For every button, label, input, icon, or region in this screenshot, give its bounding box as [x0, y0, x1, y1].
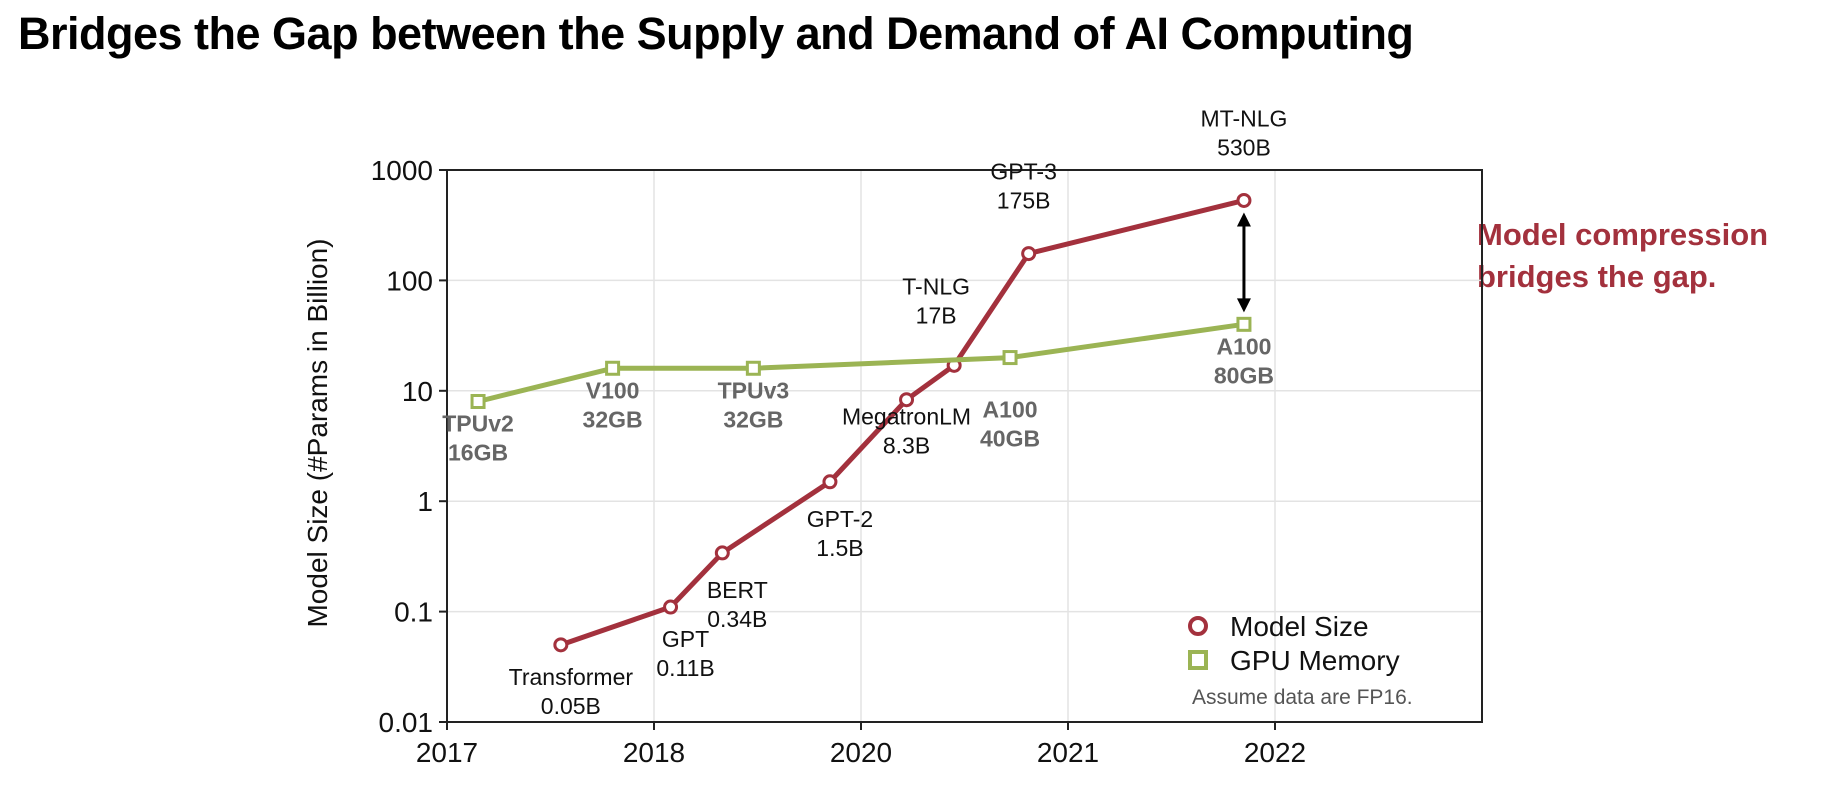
- point-label: T-NLG: [902, 273, 970, 299]
- point-label: BERT: [707, 577, 768, 603]
- plot-frame: [446, 169, 1483, 723]
- callout-line-2: bridges the gap.: [1477, 259, 1717, 294]
- model-size-point: [899, 392, 915, 408]
- x-tick-label: 2020: [830, 737, 892, 768]
- x-tick-label: 2018: [623, 737, 685, 768]
- point-label: 16GB: [448, 439, 508, 465]
- legend-marker-gpu-memory: [1188, 650, 1208, 670]
- y-tick-label: 0.1: [394, 597, 433, 628]
- point-label: 32GB: [723, 406, 783, 432]
- slide-title: Bridges the Gap between the Supply and D…: [18, 8, 1414, 59]
- point-label: 32GB: [583, 406, 643, 432]
- point-label: 40GB: [980, 426, 1040, 452]
- model-size-point: [822, 474, 838, 490]
- axis-ticks: 0.01 0.1 1 10 100 1000 2017 2018 2020 2021 2022: [371, 155, 1306, 768]
- model-size-point: [1021, 246, 1037, 262]
- point-label: V100: [586, 377, 640, 403]
- grid-lines: [447, 170, 1482, 722]
- point-label: 8.3B: [883, 433, 930, 459]
- point-label: 80GB: [1214, 362, 1274, 388]
- series-line-model-size: [560, 198, 1245, 648]
- model-size-point: [1236, 192, 1252, 208]
- point-label: 17B: [916, 302, 957, 328]
- gpu-memory-point: [1236, 316, 1252, 332]
- point-label: GPT-3: [990, 159, 1056, 185]
- point-label: 0.34B: [707, 606, 767, 632]
- point-label: GPT-2: [807, 506, 873, 532]
- y-tick-label: 10: [402, 376, 433, 407]
- model-size-point: [663, 599, 679, 615]
- point-label: TPUv2: [442, 410, 514, 436]
- point-label: GPT: [662, 626, 709, 652]
- point-label: Transformer: [509, 664, 634, 690]
- point-label: 0.11B: [656, 655, 714, 681]
- point-label: TPUv3: [718, 377, 790, 403]
- series-group: [470, 192, 1252, 653]
- legend-label-gpu-memory: GPU Memory: [1230, 645, 1400, 676]
- callout-line-1: Model compression: [1477, 217, 1769, 252]
- gap-arrow: [1236, 212, 1251, 313]
- point-label: MegatronLM: [842, 404, 971, 430]
- point-label: A100: [1216, 333, 1271, 359]
- gpu-memory-point: [470, 393, 486, 409]
- gap-arrow-head-down: [1236, 298, 1251, 313]
- x-tick-label: 2022: [1244, 737, 1306, 768]
- point-label: 1.5B: [816, 535, 863, 561]
- model-size-point: [553, 637, 569, 653]
- y-tick-label: 1: [417, 486, 433, 517]
- legend-label-model-size: Model Size: [1230, 611, 1369, 642]
- legend-marker-model-size: [1188, 616, 1208, 636]
- point-label: 175B: [997, 188, 1051, 214]
- gpu-memory-point: [745, 360, 761, 376]
- gap-arrow-head-up: [1236, 212, 1251, 227]
- point-labels: Transformer 0.05B GPT 0.11B BERT 0.34B GPT-2 1.…: [442, 105, 1287, 718]
- point-label: 0.05B: [541, 693, 601, 719]
- y-tick-label: 1000: [371, 155, 433, 186]
- y-tick-label: 100: [386, 265, 433, 296]
- gpu-memory-point: [605, 360, 621, 376]
- model-size-point: [714, 545, 730, 561]
- point-label: 530B: [1217, 134, 1271, 160]
- gpu-memory-point: [1002, 350, 1018, 366]
- point-label: A100: [983, 397, 1038, 423]
- y-tick-label: 0.01: [379, 707, 434, 738]
- x-tick-label: 2017: [416, 737, 478, 768]
- x-tick-label: 2021: [1037, 737, 1099, 768]
- callout-text: Model compression bridges the gap.: [1477, 214, 1768, 298]
- point-label: MT-NLG: [1201, 105, 1288, 131]
- fp16-note: Assume data are FP16.: [1192, 686, 1413, 709]
